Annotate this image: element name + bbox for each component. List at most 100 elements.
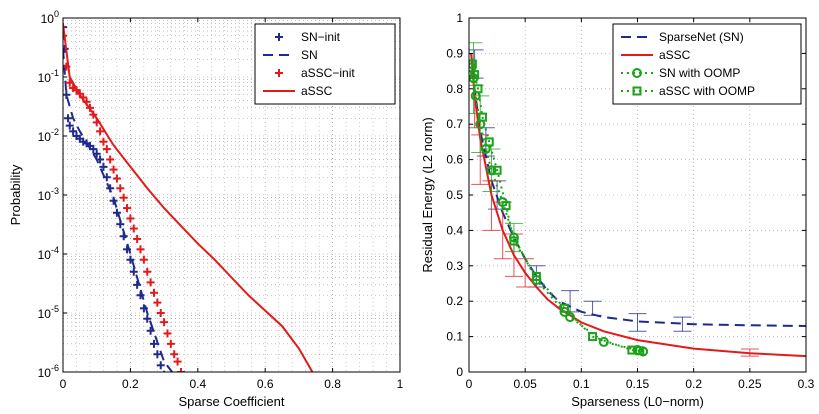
legend-marker-3: [632, 68, 642, 78]
x-tick-label-6: 1: [397, 377, 404, 391]
series-layer: [63, 23, 314, 372]
legend-entry-2: aSSC: [621, 48, 691, 62]
series-1-point-29: [146, 326, 155, 335]
series-3-point-30: [156, 309, 165, 317]
series-3-point-22: [129, 224, 138, 233]
series-4-line: [63, 23, 314, 372]
series-3-point-16: [109, 165, 118, 174]
series-1-point-28: [143, 314, 152, 323]
grid-lines: [63, 18, 400, 372]
x-tick-label-1: 0: [60, 377, 67, 391]
y-tick-label-5: 10-4: [38, 245, 59, 262]
y-tick-label-6: 0.5: [446, 188, 463, 202]
series-3-point-26: [143, 267, 152, 276]
legend-label-3: aSSC−init: [301, 66, 355, 80]
legend: SparseNet (SN) aSSC SN with OOMP aSSC with …: [612, 23, 802, 105]
series-4-point-13: [635, 346, 645, 356]
x-tick-label-2: 0.05: [513, 377, 537, 391]
series-4-line: [471, 63, 640, 352]
series-1-point-32: [156, 361, 165, 370]
series-3-point-12: [598, 336, 609, 347]
legend-label-3: SN with OOMP: [659, 66, 740, 80]
series-2: [63, 48, 174, 372]
series-3-point-21: [126, 214, 135, 223]
series-3-point-23: [133, 234, 142, 243]
series-1-point-6: [69, 127, 78, 136]
series-1-point-19: [112, 208, 121, 217]
legend: SN−init SN aSSC−init aSSC: [254, 23, 396, 105]
series-1-point-5: [65, 121, 74, 130]
series-4-point-5: [484, 137, 494, 147]
series-4-point-11: [588, 332, 598, 342]
series-1-point-13: [92, 149, 101, 158]
y-tick-label-7: 0.6: [446, 153, 463, 167]
y-tick-label-4: 0.3: [446, 259, 463, 273]
legend-entry-4: aSSC: [263, 84, 333, 98]
series-4: [63, 23, 314, 372]
series-1-errorbar-7: [628, 313, 647, 332]
y-tick-label-3: 10-2: [38, 127, 59, 144]
series-1-point-25: [133, 280, 142, 289]
legend-label-4: aSSC: [301, 84, 333, 98]
y-tick-label-10: 0.9: [446, 46, 463, 60]
x-tick-label-5: 0.2: [685, 377, 702, 391]
series-3-point-18: [116, 184, 125, 193]
legend-entry-3: SN with OOMP: [621, 66, 740, 80]
y-tick-label-2: 10-1: [38, 68, 59, 85]
series-layer: [469, 42, 806, 358]
series-3-point-32: [163, 329, 172, 338]
y-tick-label-5: 0.4: [446, 223, 463, 237]
series-3-point-25: [139, 255, 148, 264]
series-3-point-29: [153, 298, 162, 307]
y-tick-label-7: 10-6: [38, 363, 59, 380]
left-chart-probability: 0 0.2 0.4 0.6 0.8 1 100 10-1 10-2 10-3 10-4 10-5 10-…: [8, 9, 404, 409]
series-1-point-2: [63, 44, 69, 53]
legend-entry-1: SN−init: [275, 30, 341, 44]
y-axis-label: Probability: [8, 164, 23, 225]
series-4: [469, 59, 645, 356]
tick-labels: 0 0.05 0.1 0.15 0.2 0.25 0.3 0 0.1 0.2 0.3 0.4 0.5 0.…: [446, 11, 814, 391]
series-4-point-7: [501, 201, 511, 211]
x-tick-label-6: 0.25: [738, 377, 762, 391]
series-3-point-34: [170, 350, 179, 359]
legend-label-2: aSSC: [659, 48, 691, 62]
legend-entry-2: SN: [263, 48, 318, 62]
series-1-point-12: [89, 145, 98, 154]
series-1-errorbar-8: [673, 316, 692, 332]
series-3-point-1: [63, 31, 67, 40]
legend-label-4: aSSC with OOMP: [659, 84, 755, 98]
series-3-point-11: [565, 312, 576, 323]
series-3-point-24: [136, 245, 145, 254]
legend-entry-3: aSSC−init: [275, 66, 355, 80]
series-3-point-19: [119, 193, 128, 202]
series-3-point-13: [99, 137, 108, 146]
series-3-point-36: [176, 368, 185, 372]
series-3-point-12: [96, 127, 105, 136]
y-tick-label-1: 0: [456, 365, 463, 379]
series-4-point-3: [473, 84, 483, 94]
legend-marker-4: [632, 86, 642, 96]
series-3-point-14: [102, 145, 111, 154]
y-tick-label-11: 1: [456, 11, 463, 25]
series-3-point-31: [160, 318, 169, 327]
y-tick-label-3: 0.2: [446, 294, 463, 308]
series-3-point-28: [149, 288, 158, 297]
series-4-point-6: [492, 165, 502, 175]
series-1-point-31: [153, 350, 162, 359]
series-3-point-20: [123, 204, 132, 213]
series-3-errorbar-3: [482, 148, 501, 192]
series-1-point-4: [64, 114, 73, 123]
y-axis-label: Residual Energy (L2 norm): [420, 117, 435, 272]
x-tick-label-7: 0.3: [798, 377, 815, 391]
right-chart-residual-energy: 0 0.05 0.1 0.15 0.2 0.25 0.3 0 0.1 0.2 0.3 0.4 0.5 0.…: [420, 11, 815, 409]
series-3-point-35: [173, 357, 182, 366]
tick-labels: 0 0.2 0.4 0.6 0.8 1 100 10-1 10-2 10-3 10-4 10-5 10-…: [38, 9, 404, 391]
legend-entry-4: aSSC with OOMP: [621, 84, 755, 98]
x-tick-label-2: 0.2: [122, 377, 139, 391]
series-1-point-15: [99, 162, 108, 171]
series-1-point-1: [63, 23, 67, 32]
series-3-point-17: [112, 174, 121, 183]
series-4-point-2: [470, 70, 480, 80]
series-4-point-8: [509, 236, 519, 246]
